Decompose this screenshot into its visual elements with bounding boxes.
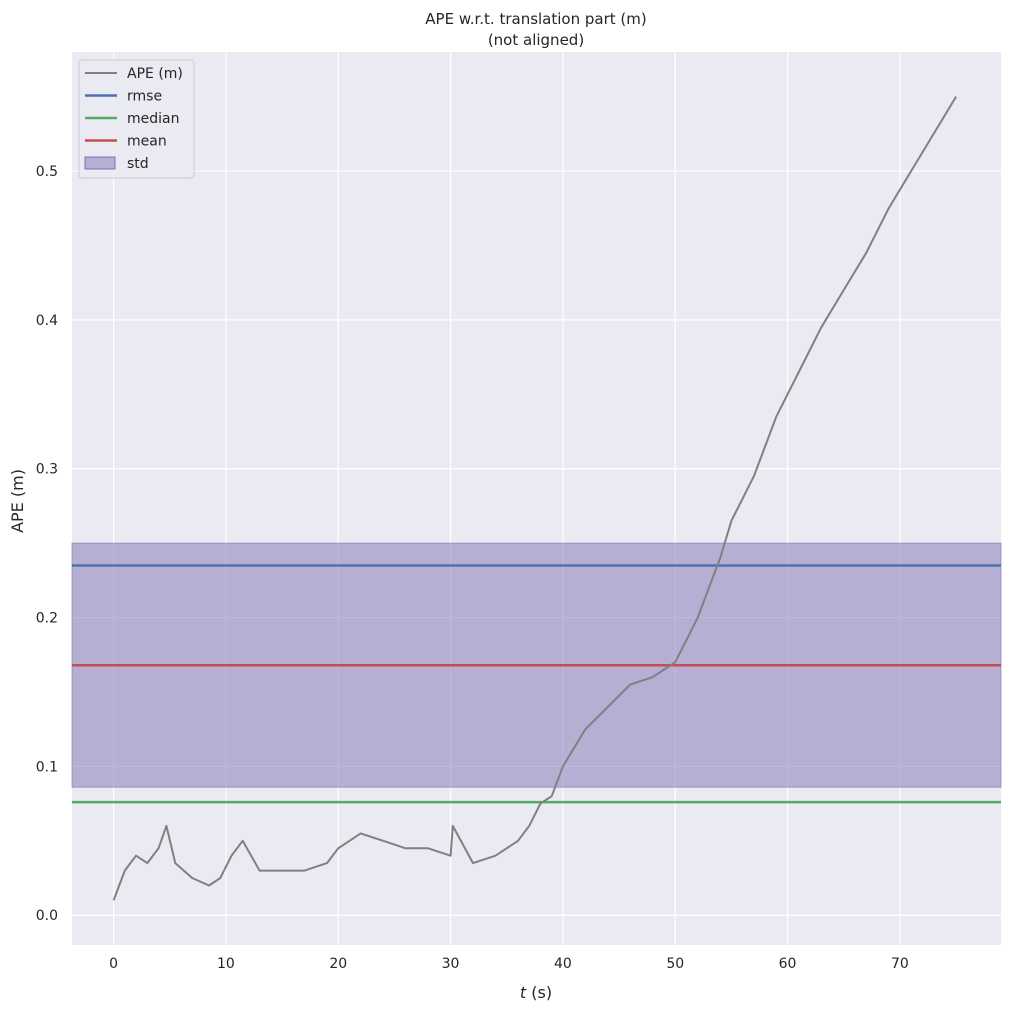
x-tick-label: 50 xyxy=(666,956,684,972)
ape-line xyxy=(112,96,957,901)
legend: APE (m) rmse median mean std xyxy=(78,59,195,179)
legend-swatch-std xyxy=(84,156,116,170)
y-tick-label: 0.5 xyxy=(36,164,58,180)
y-tick-label: 0.4 xyxy=(36,313,58,329)
y-tick-label: 0.1 xyxy=(36,759,58,775)
plot-area xyxy=(72,52,1001,945)
x-tick-label: 0 xyxy=(109,956,118,972)
x-axis-unit: (s) xyxy=(526,983,552,1002)
legend-box xyxy=(78,59,195,179)
legend-label: std xyxy=(127,156,149,172)
x-tick-label: 20 xyxy=(329,956,347,972)
legend-label: rmse xyxy=(127,89,162,105)
x-tick-label: 60 xyxy=(779,956,797,972)
y-axis-label: APE (m) xyxy=(8,469,27,533)
legend-label: APE (m) xyxy=(127,66,183,82)
x-tick-label: 30 xyxy=(442,956,460,972)
legend-label: mean xyxy=(127,134,167,150)
y-tick-label: 0.3 xyxy=(36,462,58,478)
x-tick-label: 10 xyxy=(217,956,235,972)
x-axis-var: t xyxy=(520,983,527,1002)
y-ticks: 0.0 0.1 0.2 0.3 0.4 0.5 xyxy=(36,164,58,924)
x-tick-label: 70 xyxy=(891,956,909,972)
chart-subtitle: (not aligned) xyxy=(488,31,584,49)
y-tick-label: 0.0 xyxy=(36,908,58,924)
chart-title: APE w.r.t. translation part (m) xyxy=(425,10,646,28)
stat-lines xyxy=(72,564,1001,804)
x-axis-label: t (s) xyxy=(520,983,552,1002)
y-tick-label: 0.2 xyxy=(36,611,58,627)
x-ticks: 0 10 20 30 40 50 60 70 xyxy=(109,956,909,972)
x-tick-label: 40 xyxy=(554,956,572,972)
legend-label: median xyxy=(127,111,179,127)
series-group xyxy=(112,96,957,901)
